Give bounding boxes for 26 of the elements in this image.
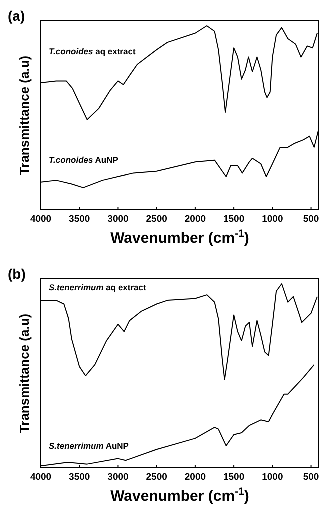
x-tick-label: 1500 [223, 472, 245, 483]
x-tick-label: 3500 [69, 214, 90, 225]
x-tick-label: 1500 [223, 214, 245, 225]
x-tick-label: 500 [303, 214, 320, 225]
x-tick-label: 4000 [30, 472, 52, 483]
x-tick-label: 2500 [146, 472, 168, 483]
chart-title: (b) [8, 266, 26, 282]
x-tick-label: 2000 [184, 472, 206, 483]
x-tick-label: 3500 [69, 472, 90, 483]
series-label: S.tenerrimum AuNP [49, 440, 130, 451]
series-label: T.conoides AuNP [49, 155, 119, 166]
x-tick-label: 3000 [108, 214, 129, 225]
series-label: S.tenerrimum aq extract [49, 282, 146, 293]
x-axis-title: Wavenumber (cm$^{-1}$) [110, 486, 250, 505]
y-axis-title: Transmittance (a.u) [17, 314, 32, 434]
x-tick-label: 1000 [262, 214, 284, 225]
chart-title: (a) [8, 8, 26, 24]
y-axis-title: Transmittance (a.u) [17, 56, 32, 176]
x-tick-label: 2500 [146, 214, 168, 225]
series-label: T.conoides aq extract [49, 46, 136, 57]
x-axis-title: Wavenumber (cm$^{-1}$) [110, 228, 250, 247]
x-tick-label: 2000 [184, 214, 206, 225]
x-tick-label: 3000 [108, 472, 129, 483]
x-tick-label: 1000 [262, 472, 284, 483]
x-tick-label: 4000 [30, 214, 52, 225]
x-tick-label: 500 [303, 472, 320, 483]
